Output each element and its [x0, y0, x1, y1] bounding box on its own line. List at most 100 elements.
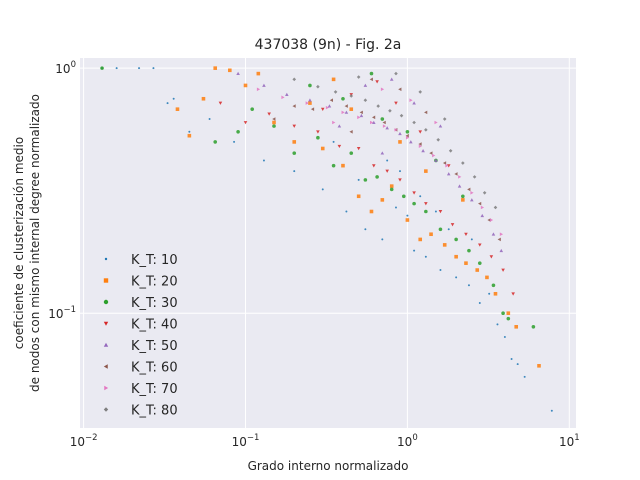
- data-point: [442, 117, 447, 121]
- data-point: [412, 191, 416, 195]
- legend-item: K_T: 20: [103, 275, 178, 290]
- data-point: [382, 124, 387, 128]
- data-point: [389, 77, 394, 81]
- data-point: [152, 67, 155, 70]
- x-tick-base: 10: [397, 435, 412, 449]
- data-point: [424, 128, 428, 132]
- data-point: [424, 202, 428, 206]
- data-point: [445, 163, 449, 168]
- data-point: [385, 169, 389, 173]
- legend-label: K_T: 20: [131, 275, 178, 290]
- data-point: [516, 363, 519, 366]
- data-point: [320, 146, 325, 151]
- legend-item: K_T: 70: [104, 382, 178, 397]
- legend-item: K_T: 80: [103, 404, 178, 419]
- legend-item: K_T: 40: [103, 318, 178, 333]
- data-point: [446, 172, 451, 176]
- x-tick-exponent: −1: [247, 433, 260, 443]
- data-point: [421, 148, 425, 153]
- data-point: [172, 97, 175, 100]
- data-point: [376, 104, 380, 108]
- data-point: [497, 237, 501, 242]
- data-point: [356, 147, 361, 151]
- data-point: [439, 269, 442, 272]
- legend: K_T: 10 K_T: 20 K_T: 30 K_T: 40 K_T: 50 K_T: …: [103, 253, 178, 419]
- data-point: [447, 228, 450, 231]
- data-point: [457, 184, 462, 188]
- data-point: [434, 120, 438, 125]
- data-point: [349, 129, 353, 134]
- legend-item: K_T: 30: [103, 296, 178, 311]
- data-point: [316, 84, 320, 89]
- data-point: [442, 243, 447, 247]
- data-point: [316, 135, 320, 140]
- legend-marker: [103, 342, 109, 347]
- data-point: [166, 102, 169, 105]
- data-point: [272, 117, 276, 121]
- data-point: [371, 115, 376, 120]
- data-point: [506, 316, 511, 321]
- data-point: [308, 101, 312, 105]
- data-point: [405, 135, 410, 140]
- data-point: [394, 101, 398, 105]
- data-point: [310, 107, 315, 111]
- data-point: [424, 209, 428, 214]
- data-point: [487, 218, 491, 222]
- data-point: [320, 107, 325, 111]
- data-point: [256, 71, 261, 76]
- data-point: [409, 140, 413, 144]
- data-point: [464, 232, 468, 237]
- y-tick-label: 100: [55, 60, 76, 76]
- data-point: [388, 108, 392, 113]
- data-point: [424, 169, 428, 173]
- data-point: [478, 302, 481, 305]
- legend-label: K_T: 80: [131, 404, 178, 419]
- data-point: [380, 198, 385, 202]
- data-point: [292, 124, 297, 128]
- data-point: [100, 66, 104, 70]
- data-point: [327, 104, 332, 108]
- data-point: [506, 311, 511, 315]
- data-point: [389, 187, 394, 192]
- data-point: [293, 170, 296, 173]
- data-point: [470, 238, 473, 241]
- data-point: [477, 201, 482, 206]
- data-point: [380, 151, 385, 155]
- data-point: [272, 120, 276, 125]
- data-point: [510, 358, 513, 361]
- data-point: [175, 107, 180, 111]
- data-point: [409, 98, 413, 102]
- data-point: [201, 96, 206, 101]
- data-point: [438, 124, 443, 128]
- x-tick-base: 10: [559, 435, 574, 449]
- data-point: [419, 195, 422, 198]
- data-point: [501, 268, 505, 272]
- data-point: [262, 159, 265, 162]
- data-point: [482, 190, 487, 195]
- data-point: [503, 335, 506, 338]
- data-point: [250, 107, 255, 111]
- data-point: [228, 68, 232, 73]
- data-point: [448, 148, 453, 153]
- data-point: [382, 120, 386, 125]
- data-point: [369, 71, 374, 76]
- data-point: [371, 164, 376, 168]
- data-point: [332, 140, 335, 143]
- data-point: [501, 311, 505, 315]
- legend-marker: [104, 385, 109, 391]
- data-point: [405, 133, 409, 138]
- series-6-points: [272, 77, 501, 242]
- data-point: [418, 130, 423, 134]
- data-point: [418, 237, 423, 242]
- data-point: [461, 198, 465, 202]
- legend-item: K_T: 60: [103, 361, 178, 376]
- data-point: [331, 77, 336, 82]
- data-point: [371, 120, 376, 124]
- series-1-points: [101, 67, 553, 412]
- legend-marker: [104, 257, 108, 261]
- data-point: [345, 210, 348, 213]
- data-point: [321, 188, 324, 191]
- data-point: [514, 324, 519, 329]
- data-point: [429, 232, 433, 237]
